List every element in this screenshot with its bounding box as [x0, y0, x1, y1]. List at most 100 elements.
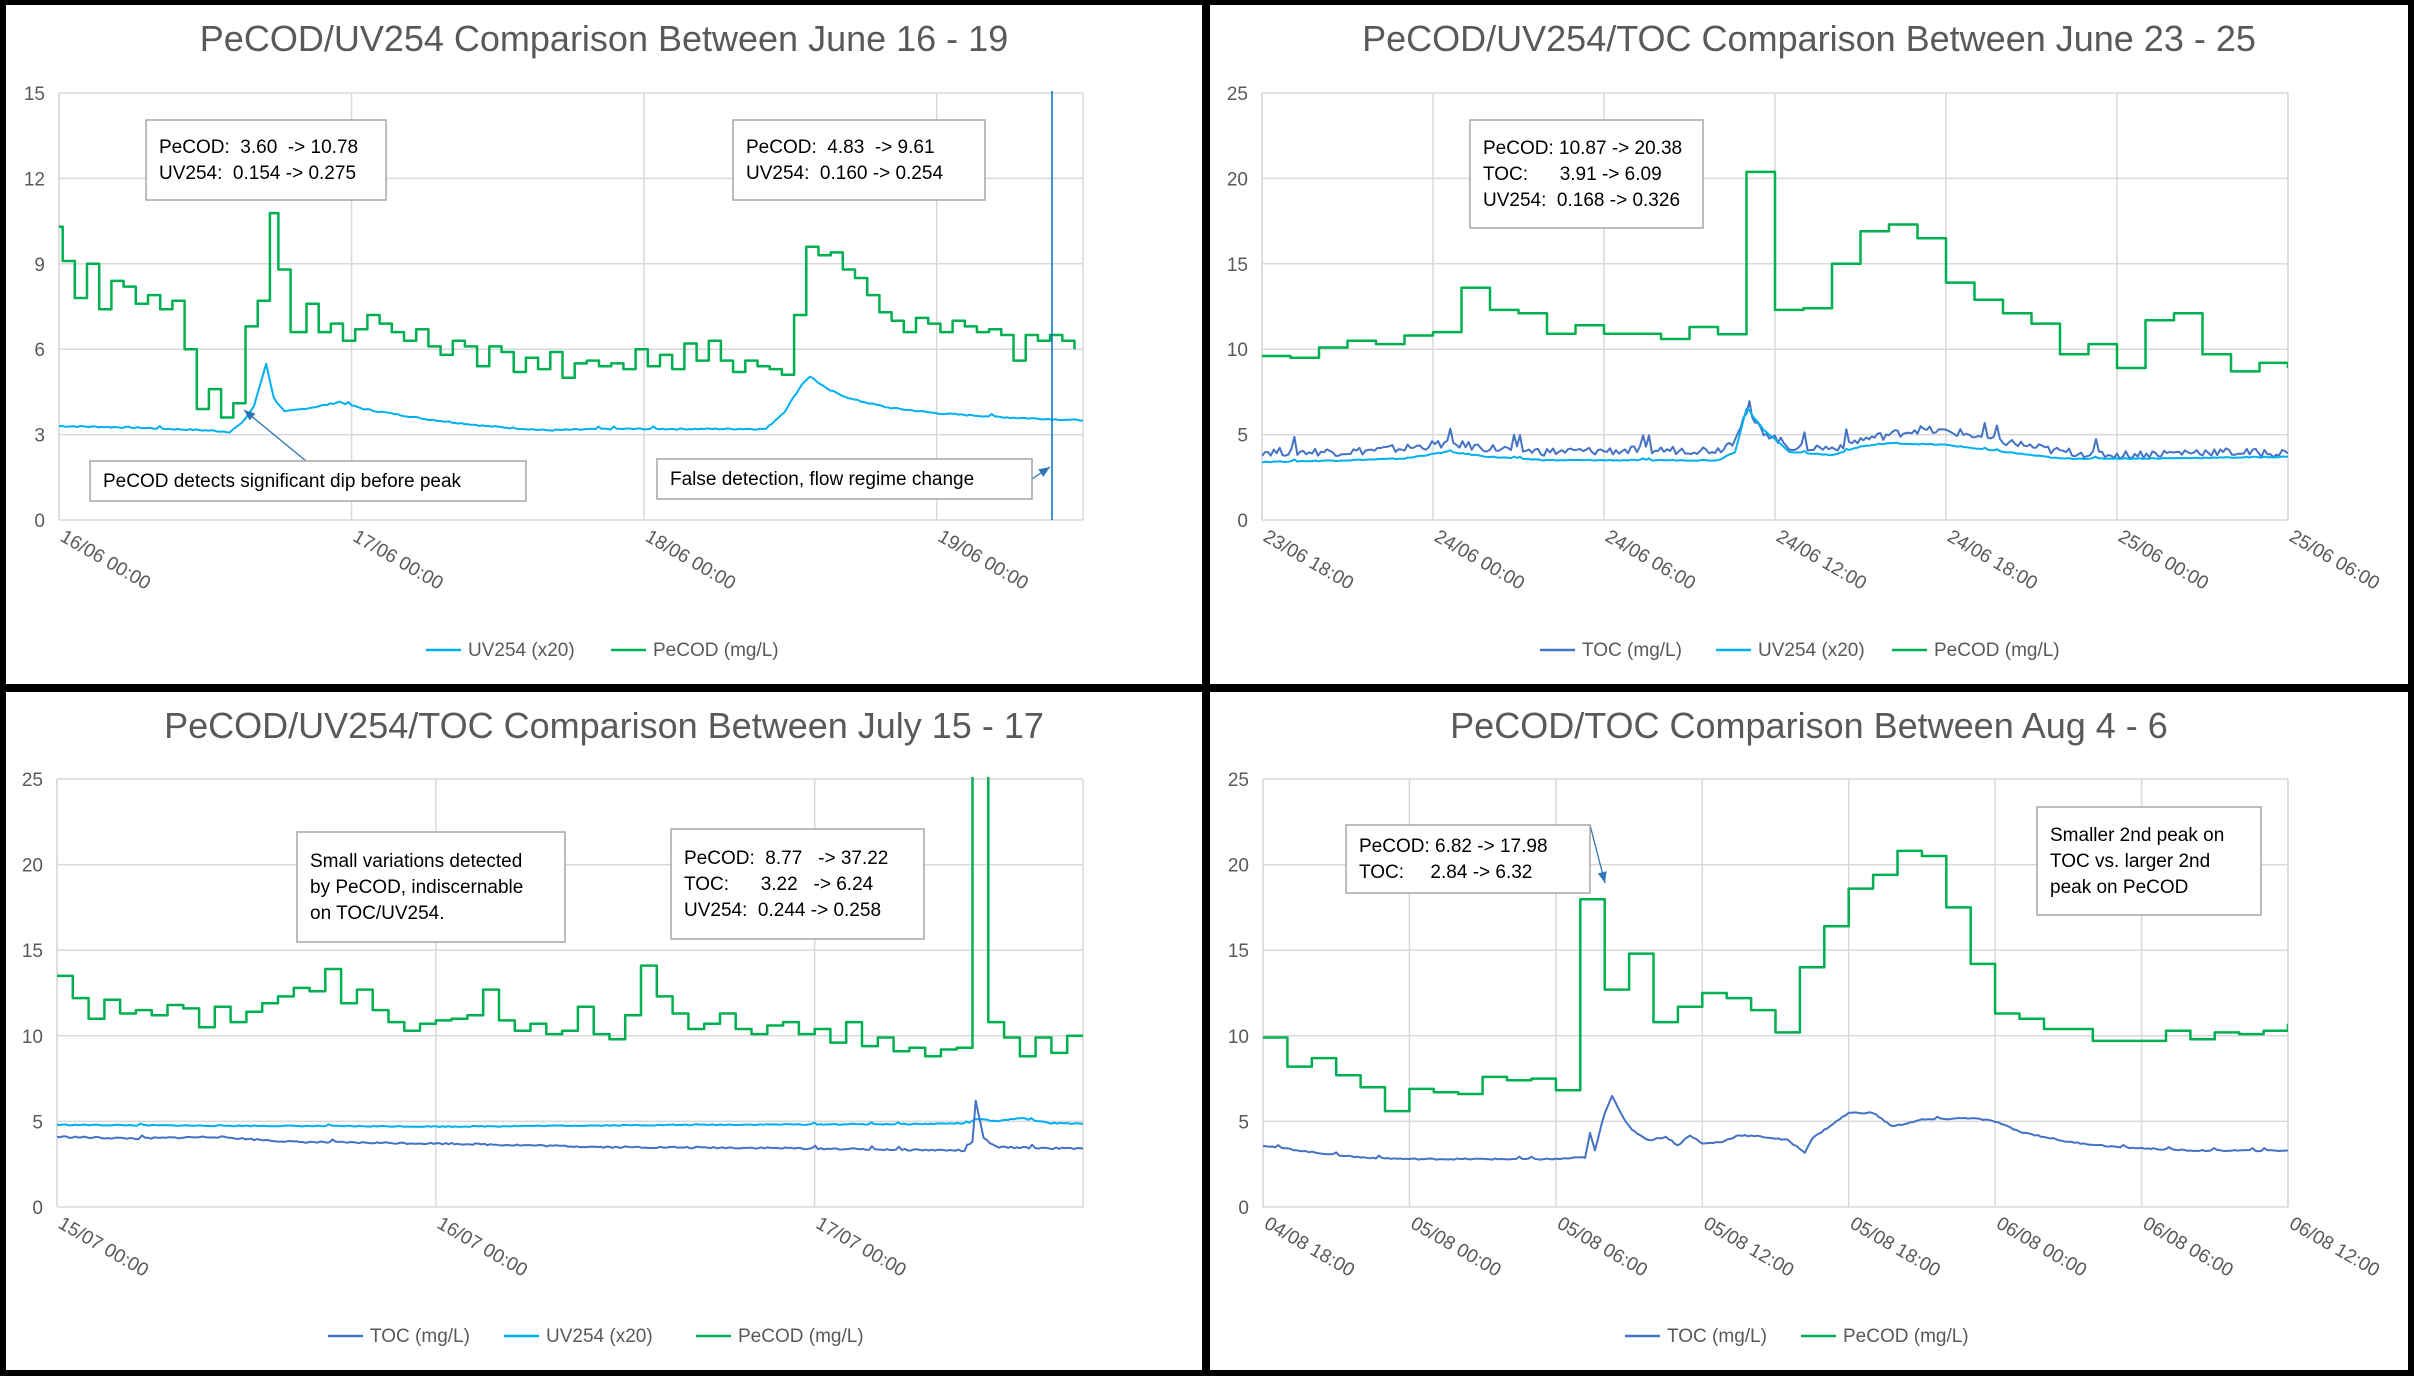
plot-area [57, 777, 1083, 1153]
x-tick-label: 06/08 06:00 [2139, 1213, 2236, 1281]
y-tick-label: 25 [1227, 84, 1248, 105]
legend-label: UV254 (x20) [546, 1326, 653, 1347]
y-tick-label: 15 [24, 84, 45, 105]
series-line-pecod-mg-l [1262, 170, 2288, 373]
x-tick-label: 15/07 00:00 [55, 1213, 152, 1281]
y-tick-label: 20 [22, 856, 43, 877]
x-tick-label: 05/08 00:00 [1407, 1213, 1504, 1281]
y-tick-label: 10 [22, 1027, 43, 1048]
series-line-toc-mg-l [1263, 1095, 2288, 1161]
chart-title: PeCOD/UV254/TOC Comparison Between June … [1362, 18, 2256, 59]
annotation-text: False detection, flow regime change [670, 469, 974, 490]
x-tick-label: 19/06 00:00 [934, 526, 1031, 594]
x-tick-label: 24/06 12:00 [1773, 526, 1870, 594]
chart-june-16-19: PeCOD/UV254 Comparison Between June 16 -… [24, 18, 1084, 661]
y-tick-label: 0 [1237, 511, 1248, 532]
annotation-text: TOC: 3.22 -> 6.24 [684, 874, 874, 895]
y-tick-label: 10 [1228, 1027, 1249, 1048]
x-tick-label: 05/08 06:00 [1553, 1213, 1650, 1281]
annotation-text: PeCOD: 4.83 -> 9.61 [746, 137, 935, 158]
x-tick-label: 24/06 00:00 [1431, 526, 1528, 594]
x-tick-label: 17/07 00:00 [812, 1213, 909, 1281]
annotation-text: TOC: 2.84 -> 6.32 [1359, 862, 1532, 883]
annotation-box [89, 460, 527, 502]
legend-label: TOC (mg/L) [1667, 1326, 1767, 1347]
chart-panel-june-23-25: PeCOD/UV254/TOC Comparison Between June … [1210, 5, 2408, 684]
annotation-box [732, 119, 986, 201]
y-tick-label: 5 [1238, 1112, 1249, 1133]
legend-label: UV254 (x20) [1758, 640, 1865, 661]
series-line-uv254-x20 [59, 362, 1083, 434]
y-tick-label: 25 [1228, 770, 1249, 791]
x-tick-label: 16/06 00:00 [57, 526, 154, 594]
annotation-text: Small variations detected [310, 851, 522, 872]
series-line-pecod-mg-l [1263, 849, 2288, 1113]
series-line-pecod-mg-l [59, 211, 1076, 419]
y-tick-label: 12 [24, 169, 45, 190]
annotation-text: UV254: 0.244 -> 0.258 [684, 900, 881, 921]
x-tick-label: 24/06 18:00 [1944, 526, 2041, 594]
legend-label: PeCOD (mg/L) [1843, 1326, 1969, 1347]
annotation-text: Smaller 2nd peak on [2050, 825, 2224, 846]
annotation-box [1469, 119, 1704, 229]
x-tick-label: 25/06 06:00 [2286, 526, 2383, 594]
series-line-uv254-x20 [1262, 407, 2288, 464]
annotation-text: PeCOD: 6.82 -> 17.98 [1359, 836, 1548, 857]
x-tick-label: 17/06 00:00 [349, 526, 446, 594]
legend-label: PeCOD (mg/L) [653, 640, 779, 661]
x-tick-label: 06/08 00:00 [1993, 1213, 2090, 1281]
y-tick-label: 15 [1227, 255, 1248, 276]
annotation-box [670, 828, 925, 940]
y-tick-label: 25 [22, 770, 43, 791]
y-tick-label: 10 [1227, 340, 1248, 361]
annotation-arrowhead [1597, 871, 1607, 883]
y-tick-label: 15 [1228, 941, 1249, 962]
annotation-text: UV254: 0.160 -> 0.254 [746, 163, 943, 184]
x-tick-label: 23/06 18:00 [1260, 526, 1357, 594]
annotation-box [296, 831, 566, 943]
annotation-arrowhead [244, 410, 256, 421]
chart-june-23-25: PeCOD/UV254/TOC Comparison Between June … [1227, 18, 2383, 661]
annotation-text: PeCOD: 10.87 -> 20.38 [1483, 138, 1682, 159]
annotation-text: UV254: 0.154 -> 0.275 [159, 163, 356, 184]
annotation-text: by PeCOD, indiscernable [310, 877, 523, 898]
chart-title: PeCOD/UV254 Comparison Between June 16 -… [200, 18, 1008, 59]
annotation-box [2036, 806, 2262, 916]
y-tick-label: 9 [34, 255, 45, 276]
annotation-text: PeCOD: 8.77 -> 37.22 [684, 848, 888, 869]
legend-label: PeCOD (mg/L) [1934, 640, 2060, 661]
annotation-box [1345, 824, 1591, 894]
annotation-arrowhead [1038, 467, 1050, 477]
x-tick-label: 25/06 00:00 [2115, 526, 2212, 594]
annotation-text: TOC vs. larger 2nd [2050, 851, 2210, 872]
y-tick-label: 5 [1237, 426, 1248, 447]
annotation-text: PeCOD: 3.60 -> 10.78 [159, 137, 358, 158]
plot-area [59, 211, 1083, 434]
annotation-text: TOC: 3.91 -> 6.09 [1483, 164, 1662, 185]
annotation-box [656, 458, 1033, 500]
plot-area [1262, 170, 2288, 464]
annotation-text: PeCOD detects significant dip before pea… [103, 471, 462, 492]
y-tick-label: 0 [32, 1198, 43, 1219]
y-tick-label: 0 [34, 511, 45, 532]
chart-title: PeCOD/UV254/TOC Comparison Between July … [164, 705, 1044, 746]
series-line-pecod-mg-l [57, 777, 1083, 1058]
legend-label: TOC (mg/L) [1582, 640, 1682, 661]
y-tick-label: 5 [32, 1112, 43, 1133]
chart-july-15-17: PeCOD/UV254/TOC Comparison Between July … [22, 705, 1084, 1347]
y-tick-label: 3 [34, 426, 45, 447]
chart-title: PeCOD/TOC Comparison Between Aug 4 - 6 [1450, 705, 2168, 746]
annotation-box [145, 119, 387, 201]
y-tick-label: 20 [1228, 856, 1249, 877]
x-tick-label: 05/08 12:00 [1700, 1213, 1797, 1281]
legend-label: UV254 (x20) [468, 640, 575, 661]
chart-panel-june-16-19: PeCOD/UV254 Comparison Between June 16 -… [6, 5, 1202, 684]
x-tick-label: 16/07 00:00 [433, 1213, 530, 1281]
y-tick-label: 0 [1238, 1198, 1249, 1219]
legend-label: TOC (mg/L) [370, 1326, 470, 1347]
x-tick-label: 05/08 18:00 [1846, 1213, 1943, 1281]
x-tick-label: 04/08 18:00 [1261, 1213, 1358, 1281]
annotation-text: peak on PeCOD [2050, 877, 2188, 898]
y-tick-label: 20 [1227, 169, 1248, 190]
